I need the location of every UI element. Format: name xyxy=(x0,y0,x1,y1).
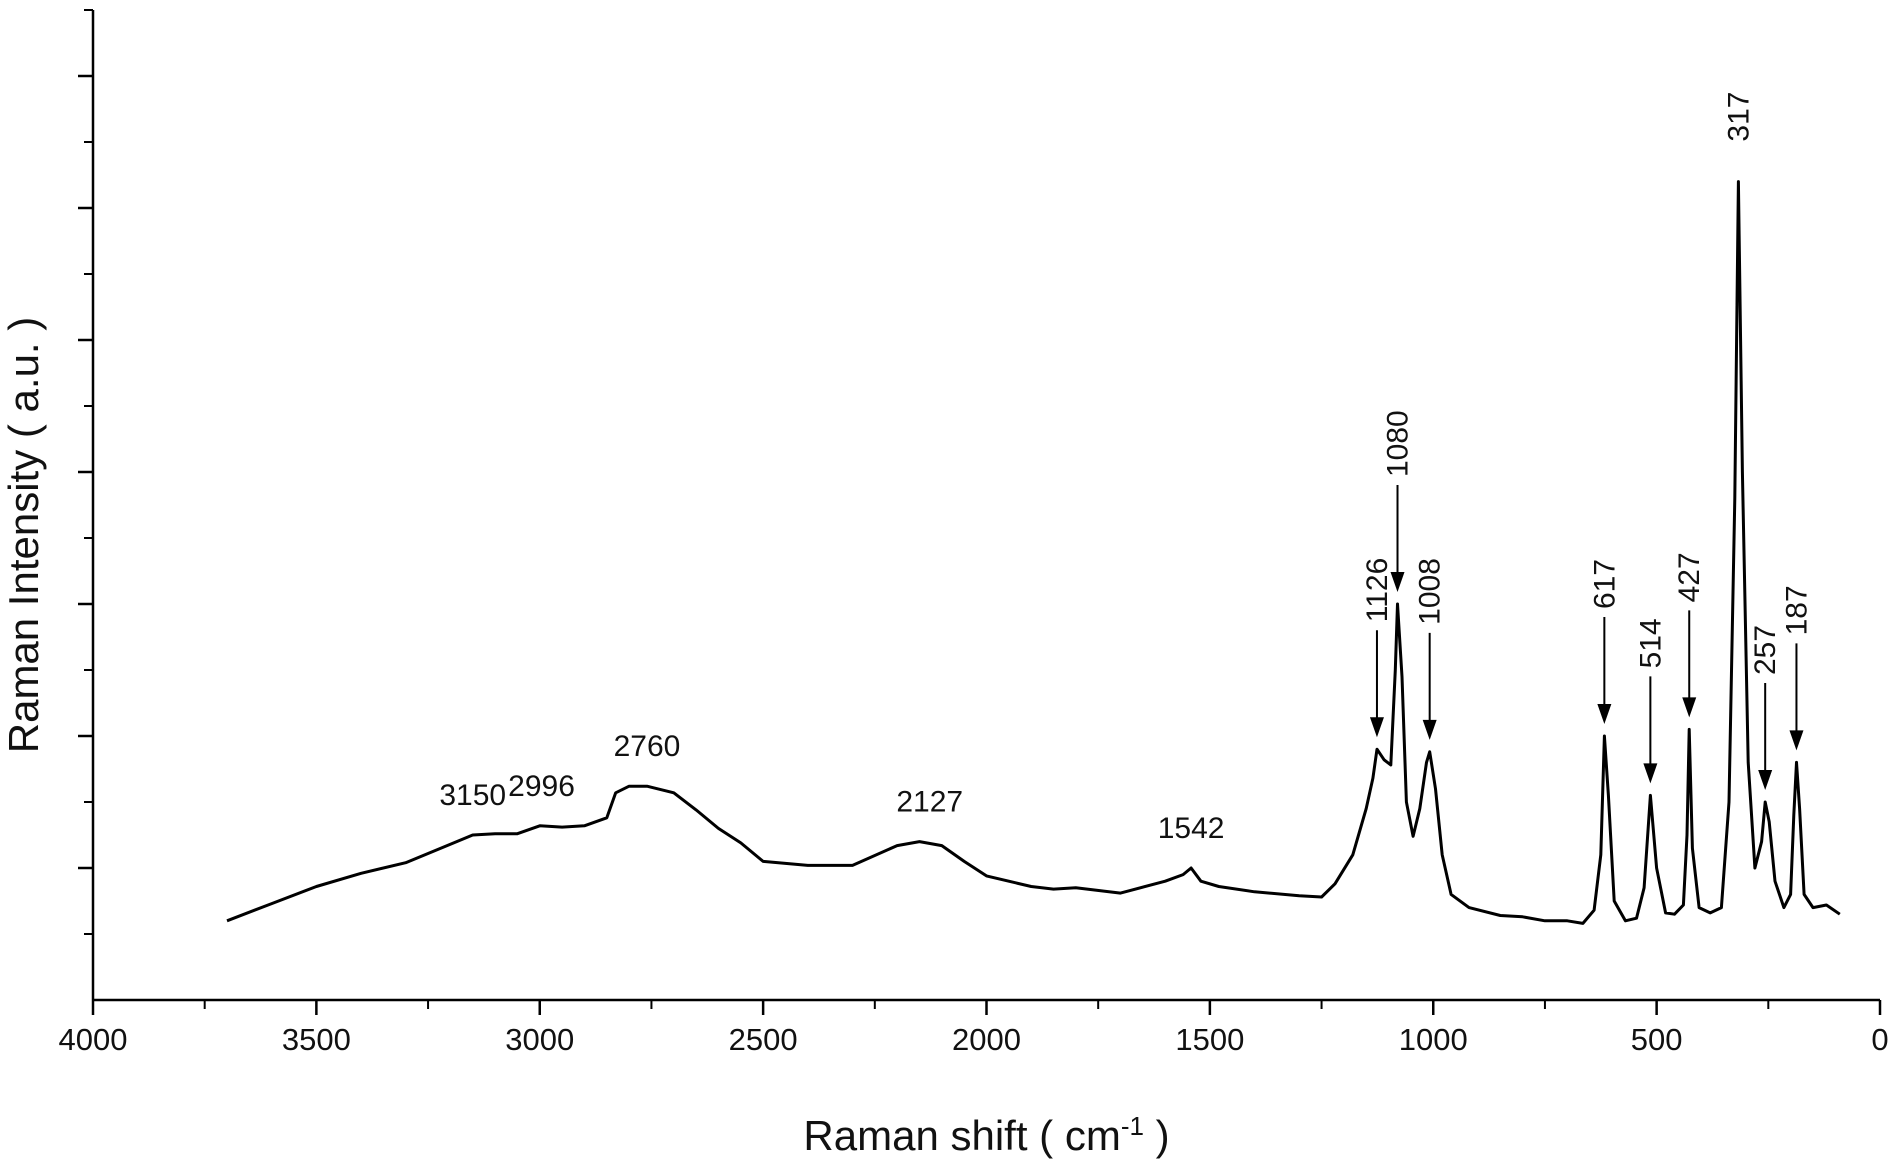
x-tick-label: 2000 xyxy=(952,1022,1021,1057)
x-axis-title: Raman shift ( cm-1 ) xyxy=(803,1111,1169,1159)
peak-label: 2760 xyxy=(614,730,681,763)
peak-arrow-head xyxy=(1369,717,1384,738)
peak-label: 514 xyxy=(1634,618,1667,668)
peak-annotations: 3150 2996 2760 2127 1542 1126 1080 1008 617 51442… xyxy=(439,92,1813,845)
spectrum-line xyxy=(226,180,1841,925)
peak-label: 1542 xyxy=(1158,812,1225,845)
peak-label: 427 xyxy=(1673,552,1706,602)
peak-arrow-head xyxy=(1758,770,1773,790)
x-tick-label: 500 xyxy=(1631,1022,1683,1057)
y-axis-title: Raman Intensity ( a.u. ) xyxy=(0,317,47,754)
peak-label: 1080 xyxy=(1382,410,1415,477)
x-tick-label: 4000 xyxy=(59,1022,128,1057)
peak-arrow-head xyxy=(1390,572,1405,592)
x-tick-label: 3500 xyxy=(282,1022,351,1057)
x-tick-label: 2500 xyxy=(729,1022,798,1057)
peak-label: 1126 xyxy=(1361,558,1394,623)
x-axis-title-main: Raman shift ( cm xyxy=(803,1112,1120,1159)
x-axis-title-suffix: ) xyxy=(1144,1112,1170,1159)
peak-label: 3150 xyxy=(439,779,506,812)
peak-label: 2127 xyxy=(896,786,963,819)
x-axis-ticks: 4000 3500 3000 2500 2000 1500 1000 500 0 xyxy=(59,1000,1889,1057)
peak-label: 257 xyxy=(1749,625,1782,675)
x-tick-label: 1000 xyxy=(1399,1022,1468,1057)
peak-label: 1008 xyxy=(1414,558,1447,625)
peak-arrow-head xyxy=(1682,697,1697,718)
peak-label: 317 xyxy=(1722,92,1755,142)
x-tick-label: 3000 xyxy=(505,1022,574,1057)
y-axis-ticks xyxy=(78,9,93,935)
peak-arrow-head xyxy=(1597,704,1612,724)
x-axis-title-superscript: -1 xyxy=(1121,1111,1144,1141)
peak-arrow-head xyxy=(1789,730,1804,751)
x-tick-label: 0 xyxy=(1871,1022,1888,1057)
peak-arrow-head xyxy=(1422,719,1437,740)
series-group xyxy=(226,180,1841,925)
peak-label: 187 xyxy=(1780,585,1813,635)
peak-label: 2996 xyxy=(508,770,575,803)
peak-label: 617 xyxy=(1588,559,1621,609)
peak-arrow-head xyxy=(1643,763,1658,784)
x-tick-label: 1500 xyxy=(1175,1022,1244,1057)
